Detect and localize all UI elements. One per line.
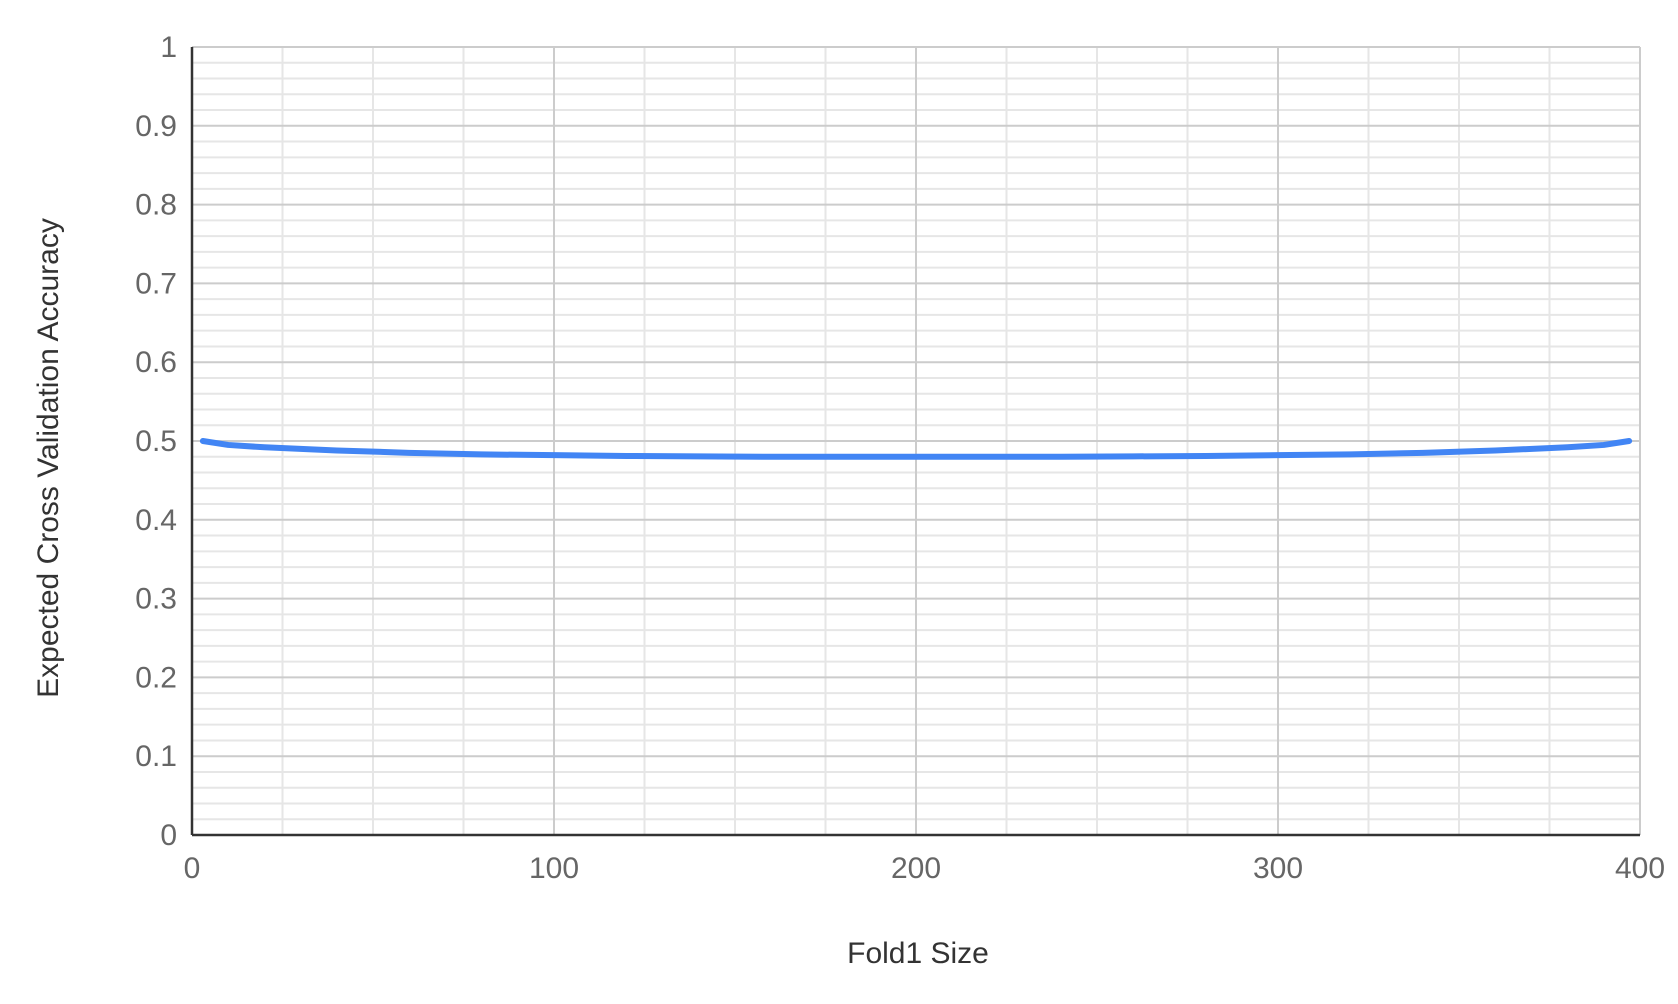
x-axis-title: Fold1 Size bbox=[847, 937, 989, 970]
x-tick-label: 200 bbox=[891, 852, 941, 885]
x-tick-label: 0 bbox=[184, 852, 201, 885]
y-tick-label: 0 bbox=[160, 819, 177, 852]
y-tick-label: 0.8 bbox=[135, 189, 177, 222]
y-tick-label: 0.6 bbox=[135, 346, 177, 379]
y-tick-label: 0.3 bbox=[135, 583, 177, 616]
axes bbox=[190, 47, 1640, 837]
x-tick-label: 400 bbox=[1615, 852, 1665, 885]
y-tick-label: 0.7 bbox=[135, 267, 177, 300]
y-tick-label: 0.1 bbox=[135, 740, 177, 773]
x-tick-label: 300 bbox=[1253, 852, 1303, 885]
y-tick-label: 0.2 bbox=[135, 661, 177, 694]
y-tick-label: 0.9 bbox=[135, 110, 177, 143]
x-tick-label: 100 bbox=[529, 852, 579, 885]
series-layer bbox=[199, 438, 1633, 460]
y-tick-label: 0.4 bbox=[135, 504, 177, 537]
y-tick-labels: 0 0.1 0.2 0.3 0.4 0.5 0.6 0.7 0.8 0.9 1 bbox=[135, 31, 177, 852]
major-gridlines bbox=[192, 46, 1641, 835]
series-line bbox=[199, 438, 1633, 460]
y-axis-title: Expected Cross Validation Accuracy bbox=[32, 218, 65, 698]
y-tick-label: 1 bbox=[160, 31, 177, 64]
x-tick-labels: 0 100 200 300 400 bbox=[184, 852, 1665, 885]
y-tick-label: 0.5 bbox=[135, 425, 177, 458]
